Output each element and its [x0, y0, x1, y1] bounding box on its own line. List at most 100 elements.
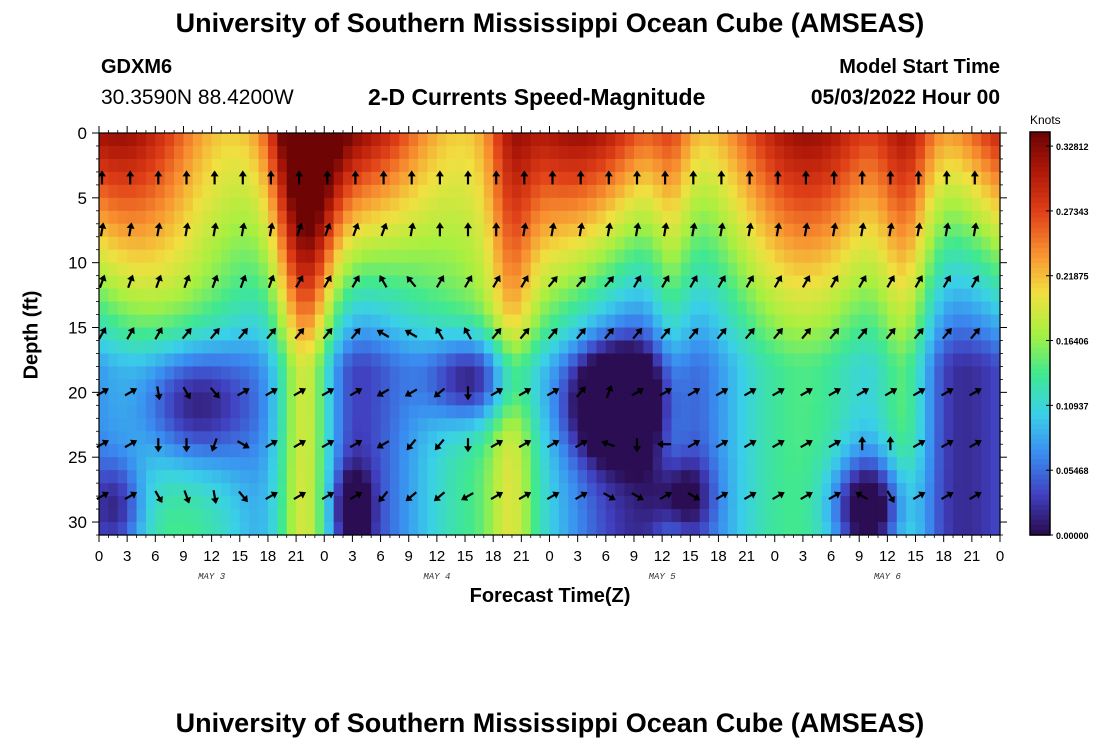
heatmap-cell — [784, 392, 795, 406]
heatmap-cell — [324, 197, 335, 212]
heatmap-cell — [671, 522, 682, 536]
heatmap-cell — [662, 444, 673, 458]
heatmap-cell — [389, 379, 400, 393]
heatmap-cell — [99, 145, 109, 160]
heatmap-cell — [558, 353, 569, 368]
arrow-head — [774, 222, 783, 230]
heatmap-cell — [99, 509, 109, 523]
heatmap-cell — [924, 353, 935, 368]
arrow-head — [524, 387, 532, 395]
heatmap-cell — [155, 145, 166, 160]
heatmap-cell — [652, 314, 663, 329]
arrow-shaft — [96, 389, 106, 397]
heatmap-cell — [981, 288, 992, 303]
current-arrow — [801, 327, 812, 340]
heatmap-cell — [333, 145, 344, 160]
heatmap-cell — [549, 262, 560, 277]
heatmap-cell — [877, 418, 888, 432]
heatmap-cell — [990, 133, 1001, 147]
current-arrow — [182, 438, 191, 453]
heatmap-cell — [680, 236, 691, 251]
heatmap-cell — [277, 457, 288, 471]
heatmap-cell — [699, 145, 710, 160]
colorbar-segment — [1030, 509, 1050, 516]
heatmap-cell — [802, 470, 813, 484]
arrow-head — [886, 436, 895, 443]
heatmap-cell — [418, 275, 429, 290]
heatmap-cell — [399, 405, 410, 419]
heatmap-cell — [906, 431, 917, 445]
heatmap-cell — [896, 522, 907, 536]
heatmap-cell — [784, 522, 795, 536]
heatmap-cell — [540, 223, 551, 238]
current-arrow — [687, 492, 701, 501]
heatmap-cell — [962, 249, 973, 264]
heatmap-cell — [446, 522, 457, 536]
heatmap-cell — [108, 457, 119, 471]
colorbar-segment — [1030, 303, 1050, 309]
current-arrow — [605, 222, 614, 237]
heatmap-cell — [859, 314, 870, 329]
heatmap-cell — [380, 340, 391, 355]
heatmap-cell — [699, 197, 710, 212]
heatmap-cell — [258, 262, 269, 277]
heatmap-cell — [680, 249, 691, 264]
arrow-head — [552, 439, 560, 447]
heatmap-cell — [127, 236, 138, 251]
heatmap-cell — [755, 483, 766, 497]
heatmap-cell — [953, 340, 964, 355]
heatmap-cell — [192, 197, 203, 212]
heatmap-cell — [399, 509, 410, 523]
heatmap-cell — [493, 158, 504, 173]
heatmap-cell — [793, 171, 804, 186]
heatmap-cell — [324, 171, 335, 186]
x-tick-label: 9 — [630, 548, 638, 565]
heatmap-cell — [145, 210, 156, 225]
heatmap-cell — [380, 197, 391, 212]
heatmap-cell — [408, 509, 419, 523]
heatmap-cell — [174, 197, 185, 212]
heatmap-cell — [511, 444, 522, 458]
heatmap-cell — [239, 184, 250, 199]
heatmap-cell — [230, 275, 241, 290]
arrow-head — [773, 170, 782, 177]
arrow-shaft — [547, 279, 556, 288]
heatmap-cell — [615, 340, 626, 355]
heatmap-cell — [371, 197, 382, 212]
heatmap-cell — [446, 392, 457, 406]
heatmap-cell — [962, 158, 973, 173]
heatmap-cell — [953, 197, 964, 212]
heatmap-cell — [239, 288, 250, 303]
heatmap-cell — [296, 301, 307, 316]
heatmap-cell — [314, 145, 325, 160]
x-tick-label: 0 — [996, 548, 1004, 565]
heatmap-cell — [615, 379, 626, 393]
heatmap-cell — [380, 210, 391, 225]
heatmap-cell — [699, 314, 710, 329]
heatmap-cell — [221, 483, 231, 497]
heatmap-cell — [652, 262, 663, 277]
heatmap-cell — [568, 327, 579, 342]
heatmap-cell — [849, 262, 860, 277]
arrow-shaft — [237, 389, 246, 397]
heatmap-cell — [549, 353, 560, 368]
current-arrow — [239, 274, 248, 289]
heatmap-cell — [418, 249, 429, 264]
heatmap-cell — [389, 496, 400, 510]
heatmap-cell — [906, 496, 917, 510]
heatmap-cell — [615, 275, 626, 290]
heatmap-cell — [192, 314, 203, 329]
current-arrow — [350, 327, 361, 340]
heatmap-cell — [305, 340, 316, 355]
heatmap-cell — [577, 223, 588, 238]
heatmap-cell — [418, 171, 429, 186]
heatmap-cell — [211, 392, 222, 406]
heatmap-cell — [455, 249, 466, 264]
arrow-head — [607, 275, 614, 284]
heatmap-cell — [465, 262, 476, 277]
heatmap-cell — [643, 431, 654, 445]
heatmap-cell — [558, 158, 569, 173]
arrow-shaft — [124, 389, 134, 397]
heatmap-cell — [662, 379, 673, 393]
heatmap-cell — [296, 288, 307, 303]
